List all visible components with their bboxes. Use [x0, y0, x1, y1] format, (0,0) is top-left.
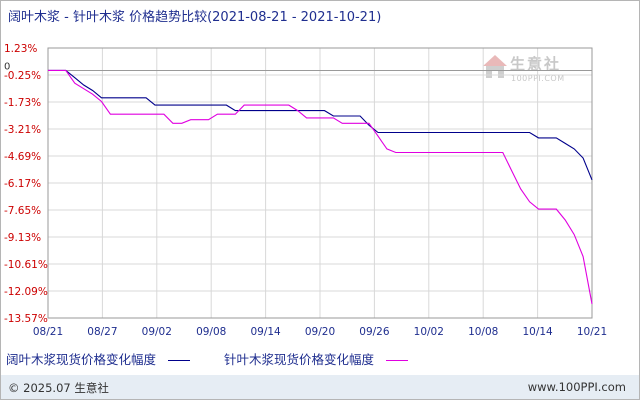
series-line-softwood: [48, 69, 593, 305]
legend-item-hardwood: 阔叶木浆现货价格变化幅度: [6, 349, 190, 368]
legend: 阔叶木浆现货价格变化幅度 针叶木浆现货价格变化幅度: [6, 349, 438, 368]
legend-label-softwood: 针叶木浆现货价格变化幅度: [223, 352, 374, 367]
watermark-brand: 生意社: [510, 55, 562, 73]
footer-website-link[interactable]: www.100PPI.com: [527, 380, 626, 394]
x-tick-label: 09/02: [142, 326, 172, 338]
y-tick-label: -3.21%: [4, 124, 41, 136]
series-line-hardwood: [48, 69, 593, 181]
x-tick-label: 09/26: [359, 326, 390, 338]
footer-copyright: © 2025.07 生意社: [8, 381, 109, 395]
y-tick-label: -9.13%: [4, 232, 41, 244]
legend-item-softwood: 针叶木浆现货价格变化幅度: [224, 349, 408, 368]
y-tick-label: -12.09%: [4, 286, 48, 298]
legend-swatch-hardwood: [168, 360, 190, 361]
x-tick-label: 08/21: [33, 326, 63, 338]
footer-bar: [1, 375, 639, 399]
x-tick-label: 10/21: [577, 326, 607, 338]
x-tick-label: 10/02: [414, 326, 444, 338]
x-tick-label: 09/08: [196, 326, 226, 338]
chart-title: 阔叶木浆 - 针叶木浆 价格趋势比较(2021-08-21 - 2021-10-…: [8, 10, 382, 25]
y-tick-label: -7.65%: [4, 205, 41, 217]
x-tick-label: 10/14: [522, 326, 553, 338]
x-tick-label: 10/08: [468, 326, 498, 338]
legend-label-hardwood: 阔叶木浆现货价格变化幅度: [6, 352, 157, 367]
y-zero-label: 0: [4, 61, 10, 72]
y-tick-label: -13.57%: [4, 313, 48, 325]
y-tick-label: -1.73%: [4, 97, 41, 109]
plot-area: [47, 47, 593, 319]
x-tick-label: 08/27: [87, 326, 117, 338]
x-tick-label: 09/20: [305, 326, 335, 338]
y-tick-label: -6.17%: [4, 178, 41, 190]
y-tick-label: -0.25%: [4, 70, 41, 82]
y-tick-label: -4.69%: [4, 151, 41, 163]
x-tick-label: 09/14: [250, 326, 281, 338]
y-tick-label: -10.61%: [4, 259, 48, 271]
legend-swatch-softwood: [385, 360, 408, 361]
y-tick-label: 1.23%: [4, 43, 37, 55]
